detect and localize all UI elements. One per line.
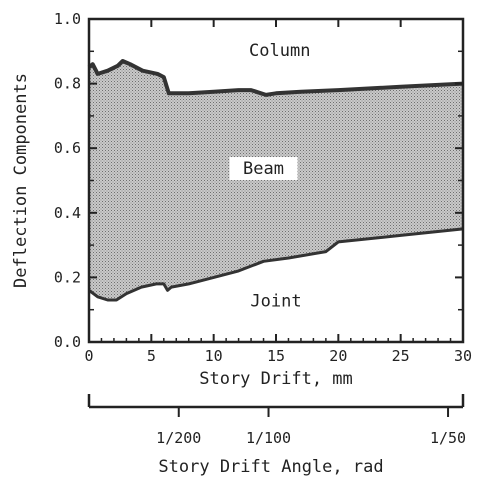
- x-tick-label: 20: [329, 347, 347, 365]
- joint-region-label: Joint: [250, 291, 301, 311]
- x-axis-title: Story Drift, mm: [199, 369, 353, 389]
- secondary-tick-label: 1/50: [430, 429, 466, 447]
- x-tick-label: 5: [147, 347, 156, 365]
- joint-boundary-line: [88, 227, 464, 302]
- x-tick-label: 25: [392, 347, 410, 365]
- x-tick-label: 0: [84, 347, 93, 365]
- y-tick-label: 0.2: [54, 268, 81, 286]
- secondary-axis: 1/200 1/100 1/50: [87, 394, 466, 447]
- axis-ticks: 0 5 10 15 20 25 30 0.0 0.2 0.4 0.6 0.8 1.0: [54, 10, 472, 365]
- secondary-tick-label: 1/100: [246, 429, 291, 447]
- beam-region-label: Beam: [243, 159, 284, 179]
- x-tick-label: 10: [205, 347, 223, 365]
- column-region-label: Column: [249, 41, 310, 61]
- beam-region-band: [89, 61, 463, 300]
- y-tick-label: 0.4: [54, 204, 81, 222]
- beam-label-background: [229, 157, 298, 181]
- secondary-axis-title: Story Drift Angle, rad: [158, 457, 383, 477]
- secondary-tick-label: 1/200: [156, 429, 201, 447]
- y-tick-label: 0.0: [54, 333, 81, 351]
- y-axis-title: Deflection Components: [11, 73, 31, 288]
- y-tick-label: 0.6: [54, 139, 81, 157]
- column-boundary-line: [87, 59, 464, 97]
- x-tick-label: 15: [267, 347, 285, 365]
- y-tick-label: 0.8: [54, 75, 81, 93]
- y-tick-label: 1.0: [54, 10, 81, 28]
- x-tick-label: 30: [454, 347, 472, 365]
